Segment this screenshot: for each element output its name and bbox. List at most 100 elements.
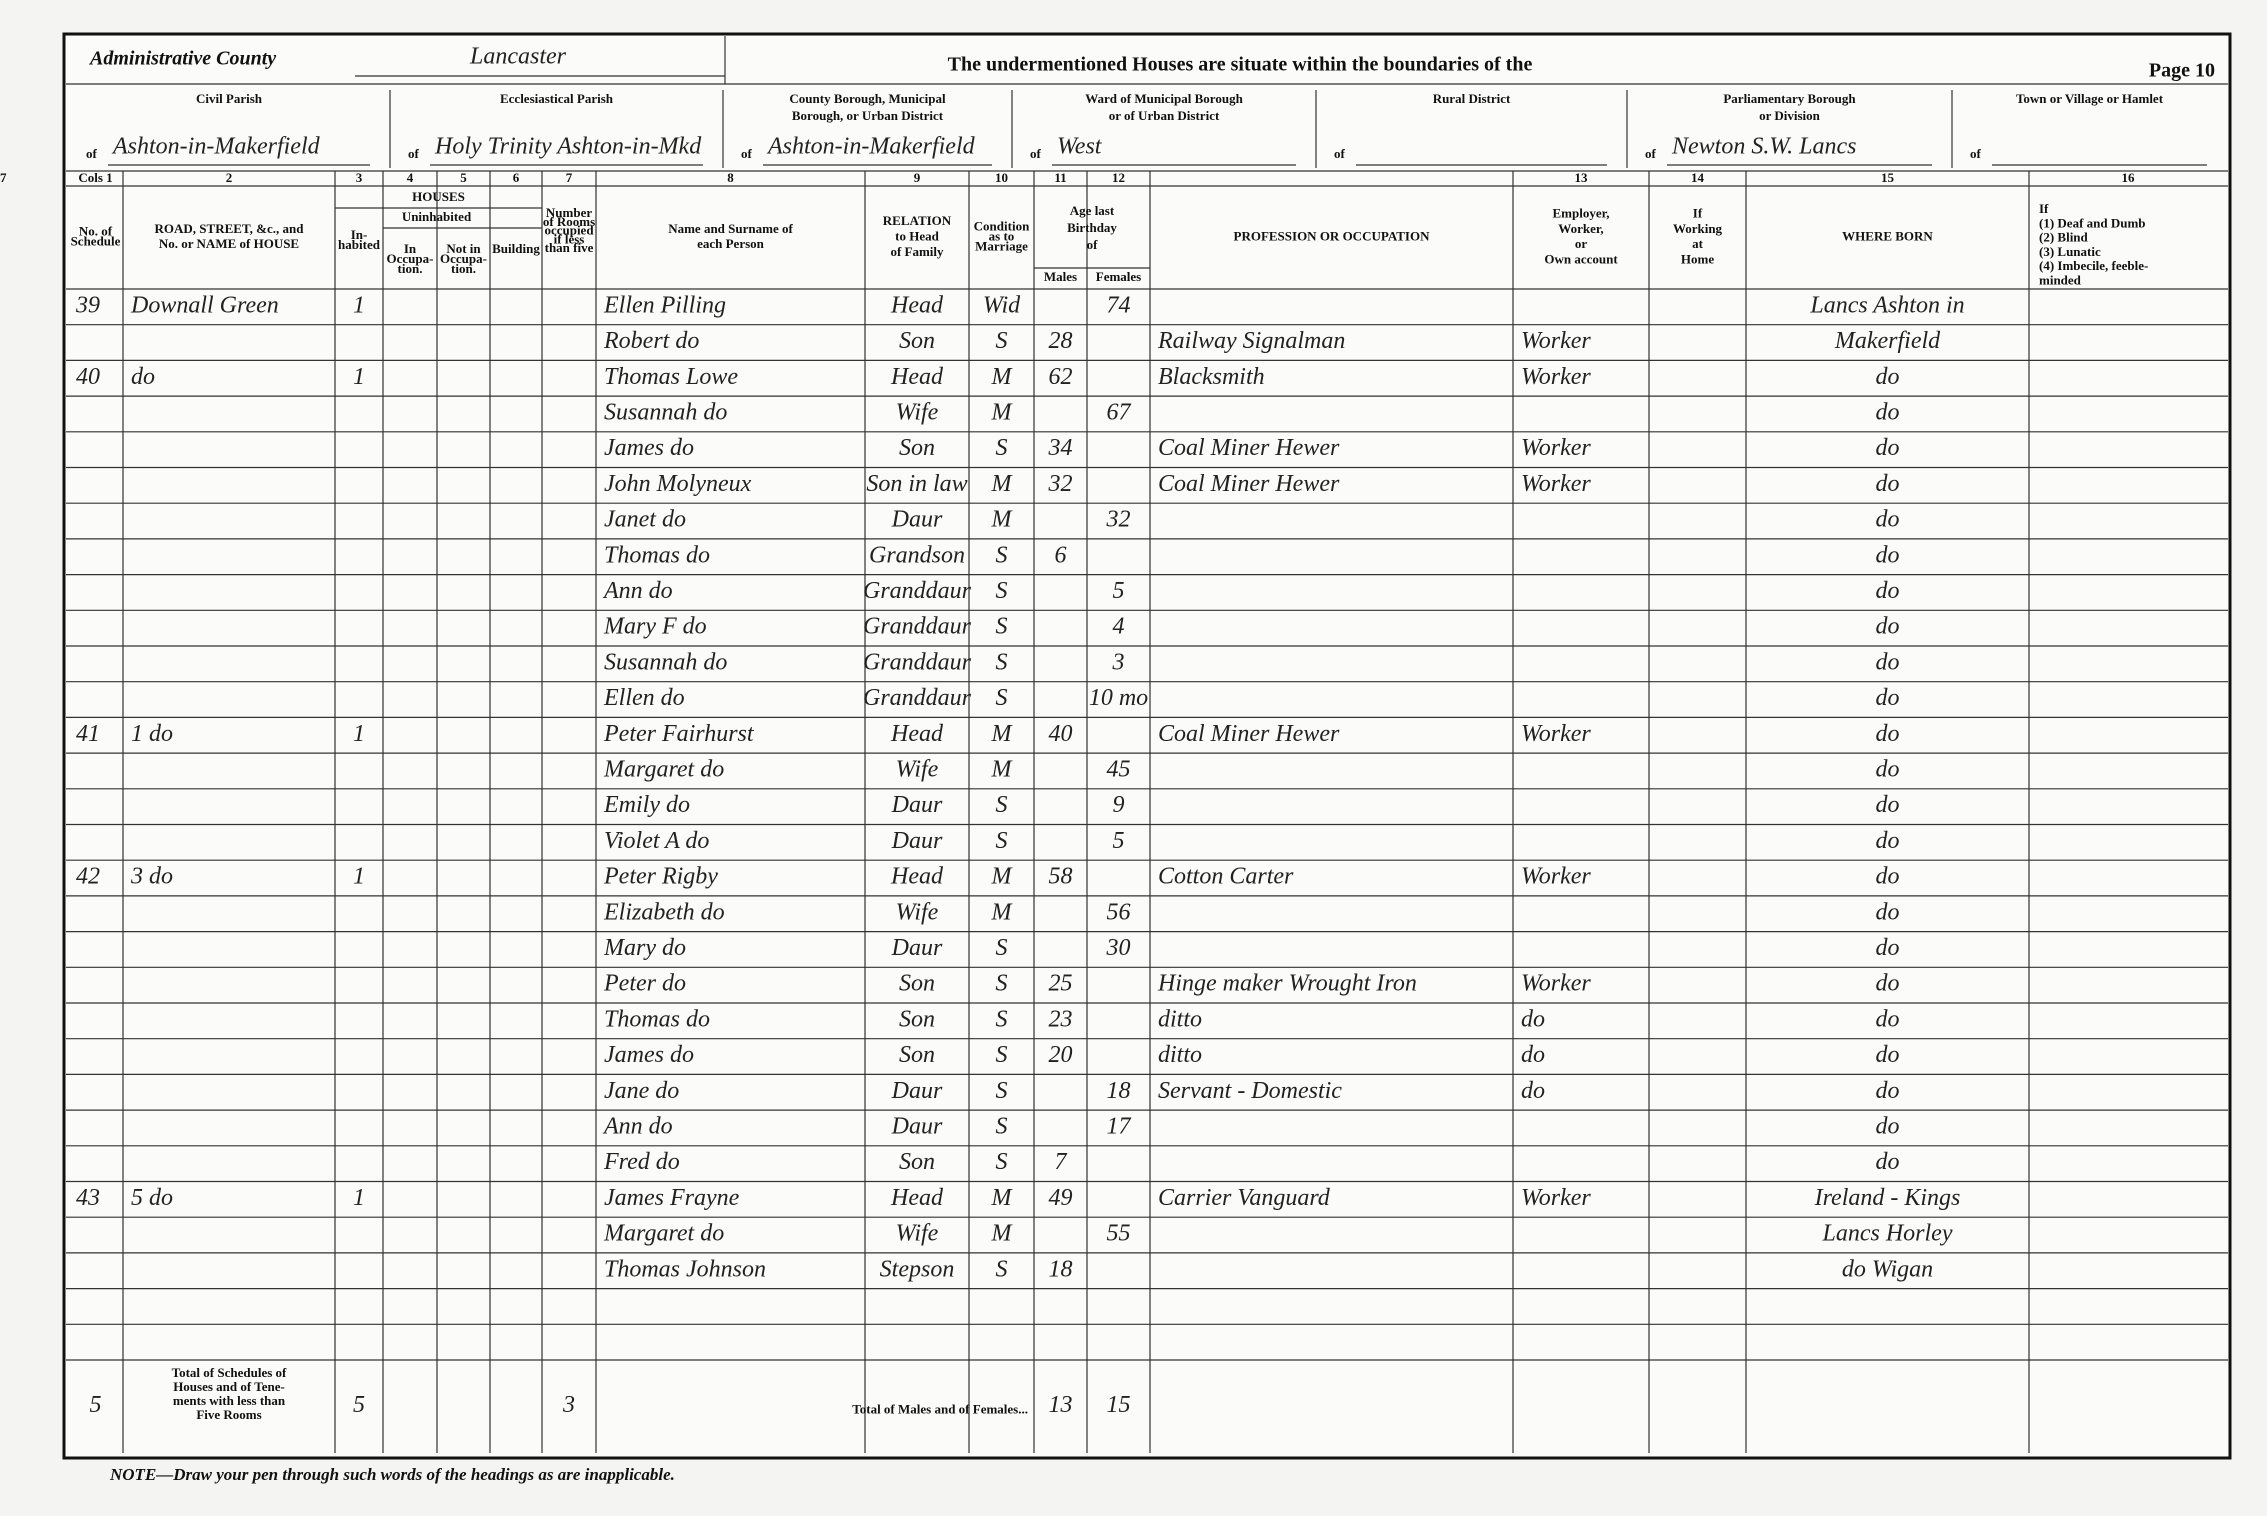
column-header: minded (2039, 272, 2082, 287)
column-header: PROFESSION OR OCCUPATION (1234, 228, 1431, 243)
cell-relation: Head (890, 864, 944, 890)
cell-female-age: 17 (1107, 1113, 1132, 1139)
cell-born: do (1876, 435, 1900, 461)
cell-born: do (1876, 614, 1900, 640)
houses-label: HOUSES (412, 189, 465, 204)
cell-born: do (1876, 471, 1900, 497)
cell-born: do (1876, 649, 1900, 675)
cell-inhabited: 1 (353, 292, 365, 318)
cell-employer: Worker (1521, 471, 1591, 497)
cell-male-age: 7 (1055, 1149, 1068, 1175)
statement: The undermentioned Houses are situate wi… (948, 54, 1533, 76)
cell-female-age: 4 (1113, 614, 1125, 640)
division-label: or of Urban District (1109, 108, 1220, 123)
cell-name: Janet do (604, 507, 686, 533)
cell-female-age: 67 (1107, 399, 1132, 425)
cell-condition: M (991, 399, 1014, 425)
cell-name: Mary F do (603, 614, 707, 640)
column-number: 17 (0, 170, 7, 185)
cell-name: Margaret do (603, 1221, 724, 1247)
cell-condition: M (991, 899, 1014, 925)
cell-female-age: 18 (1107, 1078, 1131, 1104)
column-header: at (1692, 236, 1704, 251)
column-header: ROAD, STREET, &c., and (155, 221, 305, 236)
column-number: 10 (995, 170, 1008, 185)
cell-condition: M (991, 756, 1014, 782)
column-header: In (404, 241, 417, 256)
cell-male-age: 28 (1049, 328, 1073, 354)
cell-name: Peter Fairhurst (603, 721, 755, 747)
cell-occupation: Servant - Domestic (1158, 1078, 1342, 1104)
cell-condition: S (996, 1113, 1008, 1139)
division-label: Borough, or Urban District (792, 108, 944, 123)
column-number: 3 (356, 170, 363, 185)
cell-relation: Wife (896, 1221, 939, 1247)
column-header: than five (545, 240, 594, 255)
cell-name: James do (604, 1042, 694, 1068)
cell-condition: M (991, 364, 1014, 390)
admin-county-label: Administrative County (88, 48, 276, 70)
cell-name: Robert do (603, 328, 699, 354)
cell-condition: S (996, 1149, 1008, 1175)
cell-inhabited: 1 (353, 364, 365, 390)
cell-name: Thomas Johnson (604, 1256, 766, 1282)
cell-name: Ellen Pilling (603, 292, 726, 318)
cell-occupation: Coal Miner Hewer (1158, 435, 1340, 461)
cell-relation: Daur (891, 792, 943, 818)
total-houses: 5 (353, 1392, 365, 1418)
division-value: West (1057, 134, 1103, 160)
cell-occupation: ditto (1158, 1042, 1202, 1068)
cell-employer: do (1521, 1078, 1545, 1104)
of-label: of (86, 146, 98, 161)
cell-female-age: 10 mo (1089, 685, 1148, 711)
column-number: 7 (566, 170, 573, 185)
division-value: Ashton-in-Makerfield (111, 134, 321, 160)
note: NOTE—Draw your pen through such words of… (109, 1465, 675, 1484)
division-label: or Division (1759, 108, 1821, 123)
cell-born: do (1876, 1006, 1900, 1032)
cell-name: Violet A do (604, 828, 709, 854)
column-number: 11 (1054, 170, 1066, 185)
of-label: of (1334, 146, 1346, 161)
cell-occupation: Cotton Carter (1158, 864, 1294, 890)
division-label: Parliamentary Borough (1723, 91, 1856, 106)
of-label: of (1645, 146, 1657, 161)
cell-condition: S (996, 435, 1008, 461)
column-number: 9 (914, 170, 921, 185)
cell-male-age: 20 (1049, 1042, 1073, 1068)
column-header: Females (1096, 269, 1141, 284)
cell-condition: S (996, 1006, 1008, 1032)
of-label: of (1030, 146, 1042, 161)
cell-relation: Wife (896, 899, 939, 925)
cell-name: Thomas do (604, 1006, 710, 1032)
cell-male-age: 25 (1049, 971, 1073, 997)
cell-condition: S (996, 328, 1008, 354)
cell-female-age: 74 (1107, 292, 1131, 318)
cell-condition: S (996, 792, 1008, 818)
cell-name: Peter Rigby (603, 864, 718, 890)
column-header: tion. (398, 261, 423, 276)
column-number: 8 (727, 170, 734, 185)
cell-male-age: 49 (1049, 1185, 1073, 1211)
cell-name: Ann do (602, 1113, 673, 1139)
cell-occupation: Hinge maker Wrought Iron (1157, 971, 1417, 997)
cell-road: do (131, 364, 155, 390)
cell-condition: M (991, 1221, 1014, 1247)
total-males: 13 (1049, 1392, 1073, 1418)
cell-name: Thomas Lowe (604, 364, 738, 390)
column-header: Own account (1544, 252, 1618, 267)
cell-occupation: Coal Miner Hewer (1158, 471, 1340, 497)
cell-schedule: 42 (76, 864, 100, 890)
cell-name: Jane do (604, 1078, 679, 1104)
cell-relation: Son (899, 971, 935, 997)
column-header: Employer, (1553, 205, 1610, 220)
cell-employer: Worker (1521, 328, 1591, 354)
cell-schedule: 41 (76, 721, 100, 747)
cell-relation: Granddaur (863, 649, 972, 675)
age-label: Birthday (1067, 220, 1117, 235)
cell-occupation: Carrier Vanguard (1158, 1185, 1331, 1211)
column-header: Occupa- (440, 251, 487, 266)
column-header: habited (338, 237, 381, 252)
persons-label: Total of Males and of Females... (852, 1401, 1028, 1416)
